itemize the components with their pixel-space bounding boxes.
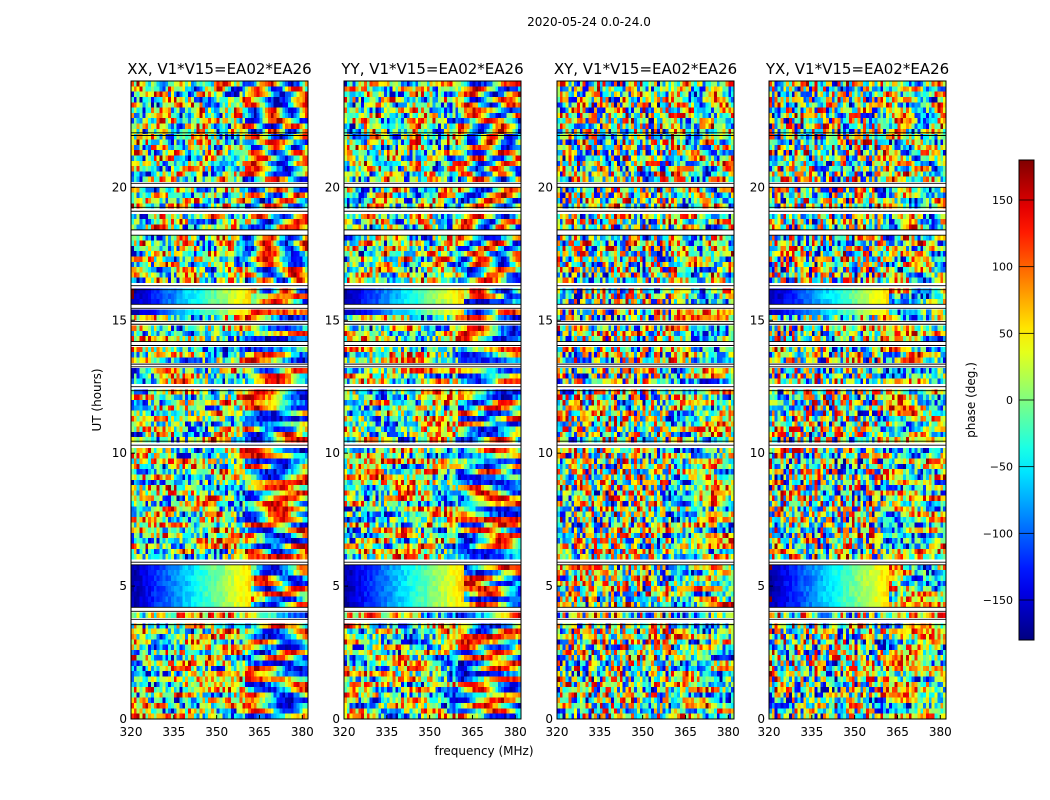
y-tick-label: 20	[112, 180, 127, 194]
x-axis-label: frequency (MHz)	[434, 744, 533, 758]
y-tick-label: 15	[325, 313, 340, 327]
colorbar-tick-label: 100	[992, 261, 1013, 274]
x-tick-label: 335	[588, 725, 611, 739]
colorbar-tick-label: −50	[990, 461, 1013, 474]
y-tick-label: 15	[538, 313, 553, 327]
y-tick-label: 10	[112, 446, 127, 460]
x-tick-label: 380	[504, 725, 527, 739]
phase-heatmap	[344, 81, 521, 719]
x-tick-label: 350	[418, 725, 441, 739]
phase-heatmap	[557, 81, 734, 719]
x-tick-label: 365	[886, 725, 909, 739]
y-tick-label: 5	[119, 579, 127, 593]
colorbar-label: phase (deg.)	[964, 362, 978, 438]
y-tick-label: 15	[112, 313, 127, 327]
x-tick-label: 335	[375, 725, 398, 739]
colorbar-tick-label: 50	[999, 327, 1013, 340]
phase-heatmap	[131, 81, 308, 719]
y-tick-label: 20	[325, 180, 340, 194]
colorbar: −150 −100 −50 0 50 100 150	[983, 159, 1035, 641]
y-tick-label: 0	[332, 712, 340, 726]
panel-title: XY, V1*V15=EA02*EA26	[554, 60, 737, 78]
panel-title: YY, V1*V15=EA02*EA26	[340, 60, 523, 78]
colorbar-tick-label: 150	[992, 194, 1013, 207]
panel-yx: YX, V1*V15=EA02*EA26 320 335 350 365 380 0 5 10 1…	[750, 60, 952, 739]
y-tick-label: 10	[325, 446, 340, 460]
x-tick-label: 335	[800, 725, 823, 739]
y-tick-label: 0	[119, 712, 127, 726]
panels-layer: XX, V1*V15=EA02*EA26 320 335 350 365 380 0 5 10 1…	[112, 60, 952, 739]
colorbar-tick-label: 0	[1006, 394, 1013, 407]
x-tick-label: 320	[120, 725, 143, 739]
panel-frame	[768, 80, 947, 720]
colorbar-tick-label: −100	[983, 527, 1013, 540]
panel-xy: XY, V1*V15=EA02*EA26 320 335 350 365 380 0 5 10 1…	[538, 60, 740, 739]
panel-title: YX, V1*V15=EA02*EA26	[765, 60, 949, 78]
panel-frame	[130, 80, 309, 720]
panel-frame	[343, 80, 522, 720]
y-tick-label: 20	[750, 180, 765, 194]
x-tick-label: 320	[333, 725, 356, 739]
x-tick-label: 320	[546, 725, 569, 739]
y-tick-label: 10	[750, 446, 765, 460]
y-tick-label: 0	[757, 712, 765, 726]
y-tick-label: 5	[545, 579, 553, 593]
x-tick-label: 365	[248, 725, 271, 739]
phase-heatmap	[769, 81, 946, 719]
panel-yy: YY, V1*V15=EA02*EA26 320 335 350 365 380 0 5 10 1…	[325, 60, 527, 739]
x-tick-label: 380	[717, 725, 740, 739]
figure-title: 2020-05-24 0.0-24.0	[527, 15, 651, 29]
x-tick-label: 350	[205, 725, 228, 739]
x-tick-label: 365	[461, 725, 484, 739]
panel-title: XX, V1*V15=EA02*EA26	[127, 60, 311, 78]
y-tick-label: 5	[332, 579, 340, 593]
x-tick-label: 350	[631, 725, 654, 739]
x-tick-label: 380	[291, 725, 314, 739]
x-tick-label: 320	[758, 725, 781, 739]
panel-xx: XX, V1*V15=EA02*EA26 320 335 350 365 380 0 5 10 1…	[112, 60, 314, 739]
y-tick-label: 5	[757, 579, 765, 593]
y-tick-label: 0	[545, 712, 553, 726]
x-tick-label: 380	[929, 725, 952, 739]
x-tick-label: 365	[674, 725, 697, 739]
y-tick-label: 20	[538, 180, 553, 194]
x-tick-label: 350	[843, 725, 866, 739]
y-tick-label: 10	[538, 446, 553, 460]
panel-frame	[556, 80, 735, 720]
x-tick-label: 335	[162, 725, 185, 739]
colorbar-tick-label: −150	[983, 594, 1013, 607]
y-tick-label: 15	[750, 313, 765, 327]
y-axis-label: UT (hours)	[90, 368, 104, 431]
